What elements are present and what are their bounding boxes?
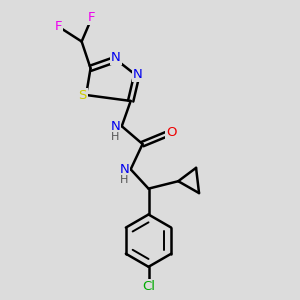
Text: N: N <box>133 68 143 81</box>
Text: N: N <box>119 163 129 176</box>
Text: H: H <box>111 132 119 142</box>
Text: N: N <box>111 51 121 64</box>
Text: O: O <box>166 126 177 139</box>
Text: Cl: Cl <box>142 280 155 292</box>
Text: S: S <box>78 88 87 101</box>
Text: H: H <box>120 175 128 185</box>
Text: N: N <box>110 120 120 133</box>
Text: F: F <box>87 11 95 24</box>
Text: F: F <box>55 20 62 33</box>
